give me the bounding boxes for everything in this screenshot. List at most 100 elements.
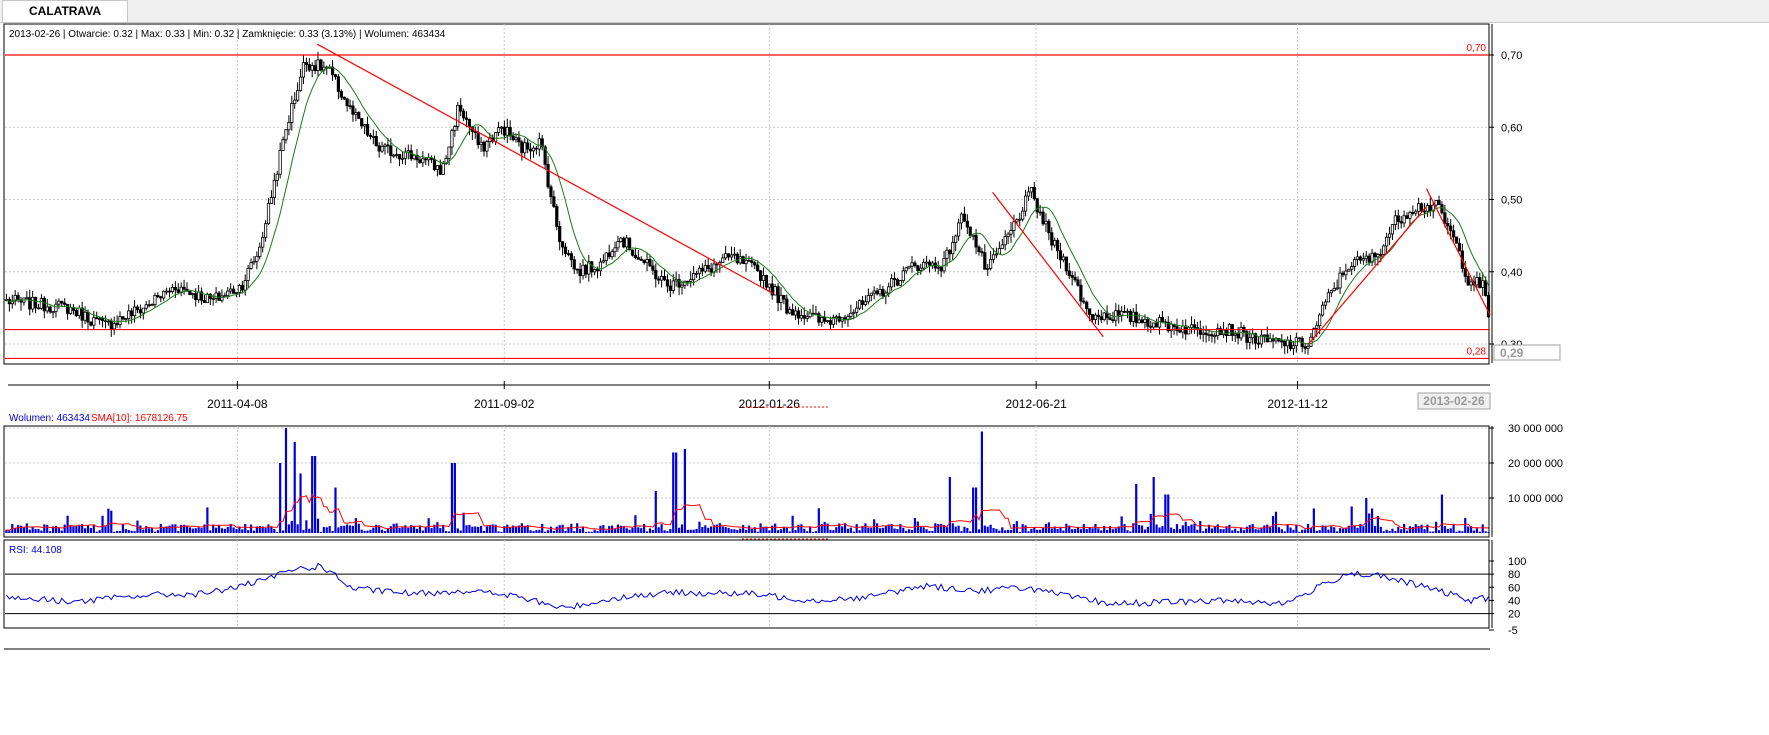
- candle-body: [1262, 334, 1266, 337]
- volume-bar: [584, 531, 587, 533]
- volume-bar: [686, 529, 689, 533]
- volume-bar: [692, 529, 695, 533]
- volume-bar: [1344, 527, 1347, 533]
- volume-bar: [19, 525, 23, 533]
- candle-body: [156, 295, 160, 298]
- volume-bar: [1487, 531, 1490, 533]
- volume-bar: [980, 431, 983, 533]
- candle-body: [1032, 187, 1036, 200]
- candle-body: [1355, 256, 1360, 260]
- volume-bar: [1286, 524, 1289, 533]
- candle-body: [138, 309, 142, 314]
- volume-bar: [334, 487, 337, 533]
- candle-body: [1353, 259, 1357, 267]
- volume-bar: [1161, 526, 1164, 533]
- volume-bar: [613, 529, 617, 533]
- volume-bar: [544, 531, 547, 533]
- volume-bar: [1266, 524, 1269, 533]
- volume-bar: [654, 491, 657, 533]
- volume-bar: [794, 530, 797, 533]
- candle-body: [980, 251, 984, 254]
- volume-bar: [1106, 529, 1109, 533]
- candle-body: [1219, 328, 1223, 336]
- candle-body: [205, 293, 209, 303]
- volume-bar: [165, 526, 168, 533]
- candle-body: [336, 76, 340, 92]
- candle-body: [1449, 225, 1453, 232]
- volume-bar: [1420, 524, 1423, 533]
- candle-body: [1076, 279, 1080, 286]
- candle-body: [927, 261, 932, 266]
- volume-bar: [1403, 523, 1406, 533]
- volume-bar: [1024, 525, 1027, 533]
- volume-bar: [806, 531, 809, 533]
- candle-body: [1122, 310, 1127, 313]
- candle-body: [1114, 310, 1118, 321]
- candle-body: [770, 283, 774, 296]
- candle-body: [584, 264, 588, 275]
- candle-body: [290, 103, 294, 123]
- candle-body: [1338, 272, 1342, 289]
- volume-bar: [133, 531, 136, 533]
- volume-bar: [322, 527, 325, 533]
- volume-bar: [776, 530, 780, 533]
- volume-bar: [672, 452, 675, 533]
- volume-bar: [316, 518, 320, 533]
- volume-bar: [954, 526, 957, 533]
- volume-bar: [459, 530, 462, 533]
- candle-body: [793, 310, 798, 316]
- volume-bar: [549, 526, 553, 533]
- candle-body: [1050, 232, 1054, 246]
- candle-body: [1399, 221, 1403, 224]
- candle-body: [593, 269, 597, 273]
- volume-bar: [1298, 531, 1301, 533]
- volume-bar: [415, 528, 419, 533]
- volume-bar: [756, 531, 759, 533]
- candle-body: [924, 261, 929, 264]
- candle-body: [1236, 333, 1240, 339]
- candle-body: [1064, 256, 1068, 272]
- candle-body: [403, 151, 407, 159]
- volume-bar: [520, 523, 523, 533]
- volume-bar: [235, 528, 238, 533]
- volume-bar: [392, 523, 395, 533]
- volume-bar: [1242, 530, 1246, 533]
- candle-body: [517, 137, 521, 143]
- candle-body: [48, 306, 52, 313]
- candle-body: [115, 323, 119, 326]
- volume-bar: [817, 508, 820, 533]
- volume-bar: [121, 523, 125, 533]
- volume-bar: [63, 524, 66, 533]
- candle-body: [732, 253, 736, 256]
- candle-body: [1058, 250, 1063, 261]
- candle-body: [610, 251, 614, 258]
- volume-bar: [153, 531, 157, 533]
- candle-body: [264, 223, 268, 238]
- volume-bar: [771, 525, 774, 533]
- tab-calatrava[interactable]: CALATRAVA: [2, 0, 128, 22]
- volume-tick-label: 30 000 000: [1508, 423, 1563, 435]
- volume-bar: [593, 529, 596, 533]
- candle-body: [1047, 220, 1051, 234]
- candle-body: [869, 292, 873, 296]
- volume-bar: [477, 526, 480, 533]
- volume-bar: [1295, 525, 1298, 533]
- candle-body: [1376, 253, 1380, 258]
- candle-body: [1373, 252, 1377, 258]
- candle-body: [680, 284, 684, 288]
- volume-bar: [1321, 525, 1324, 533]
- candle-body: [39, 297, 43, 309]
- volume-bar: [846, 528, 850, 533]
- candle-body: [916, 265, 920, 271]
- volume-bar: [858, 530, 861, 533]
- volume-bar: [893, 528, 896, 533]
- volume-bar: [229, 524, 232, 533]
- volume-bar: [564, 530, 567, 533]
- volume-bar: [450, 463, 454, 533]
- candle-body: [330, 66, 335, 76]
- candle-body: [109, 320, 113, 330]
- candle-body: [863, 301, 868, 305]
- volume-bar: [625, 528, 628, 533]
- candle-body: [1402, 215, 1406, 224]
- info-line: 2013-02-26 | Otwarcie: 0.32 | Max: 0.33 …: [9, 29, 446, 40]
